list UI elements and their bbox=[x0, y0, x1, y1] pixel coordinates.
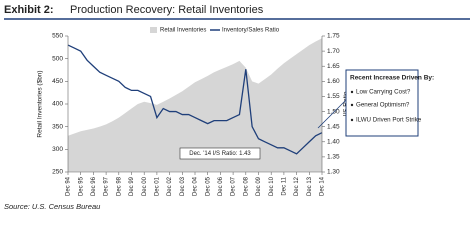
x-tick-label: Dec 02 bbox=[167, 176, 173, 196]
legend-label: Inventory/Sales Ratio bbox=[222, 28, 280, 34]
bullet bbox=[350, 118, 354, 122]
callout-title: Recent Increase Driven By: bbox=[350, 75, 434, 82]
x-tick-label: Dec 11 bbox=[281, 176, 287, 195]
callout-box bbox=[345, 69, 419, 137]
x-tick-label: Dec 03 bbox=[180, 176, 186, 196]
x-tick-label: Dec 95 bbox=[78, 176, 84, 196]
x-tick-label: Dec 06 bbox=[218, 176, 224, 196]
y-axis-label: Retail Inventories ($bn) bbox=[37, 70, 44, 137]
x-tick-label: Dec 97 bbox=[104, 176, 110, 196]
callout-item: ILWU Driven Port Strike bbox=[356, 117, 422, 124]
legend-label: Retail Inventories bbox=[160, 28, 206, 34]
x-tick-label: Dec 08 bbox=[243, 176, 249, 196]
annotation-box bbox=[179, 147, 261, 160]
annotation: Dec. '14 I/S Ratio: 1.43 bbox=[189, 151, 251, 157]
source: Source: U.S. Census Bureau bbox=[4, 202, 101, 211]
y-tick-label: 300 bbox=[52, 146, 63, 153]
y2-tick-label: 1.75 bbox=[327, 33, 340, 40]
x-tick-label: Dec 94 bbox=[66, 176, 72, 196]
bullet bbox=[350, 90, 354, 94]
x-tick-label: Dec 00 bbox=[142, 176, 148, 196]
y-tick-label: 350 bbox=[52, 123, 63, 130]
callout-pointer bbox=[317, 99, 347, 129]
x-tick-label: Dec 07 bbox=[231, 176, 237, 196]
y2-tick-label: 1.45 bbox=[327, 123, 340, 130]
y2-tick-label: 1.35 bbox=[327, 154, 340, 161]
y2-tick-label: 1.50 bbox=[327, 108, 340, 115]
y2-tick-label: 1.65 bbox=[327, 63, 340, 70]
y2-tick-label: 1.40 bbox=[327, 138, 340, 145]
callout-item: Low Carrying Cost? bbox=[356, 89, 411, 96]
x-tick-label: Dec 13 bbox=[307, 176, 313, 196]
y-tick-label: 500 bbox=[52, 55, 63, 62]
chart: Exhibit 2: Production Recovery: Retail I… bbox=[4, 4, 470, 211]
x-tick-label: Dec 14 bbox=[320, 176, 326, 196]
x-tick-label: Dec 09 bbox=[256, 176, 262, 196]
y-tick-label: 450 bbox=[52, 78, 63, 85]
x-tick-label: Dec 99 bbox=[129, 176, 135, 196]
chart-title: Exhibit 2: bbox=[4, 4, 54, 16]
x-tick-label: Dec 05 bbox=[205, 176, 211, 196]
x-tick-label: Dec 04 bbox=[193, 176, 199, 196]
x-tick-label: Dec 96 bbox=[91, 176, 97, 196]
x-tick-label: Dec 10 bbox=[269, 176, 275, 196]
y2-tick-label: 1.30 bbox=[327, 169, 340, 176]
chart-subtitle: Production Recovery: Retail Inventories bbox=[70, 4, 264, 16]
y2-tick-label: 1.60 bbox=[327, 78, 340, 85]
y2-tick-label: 1.55 bbox=[327, 93, 340, 100]
bullet bbox=[350, 103, 354, 107]
y2-tick-label: 1.70 bbox=[327, 48, 340, 55]
callout-item: General Optimism? bbox=[356, 102, 410, 109]
x-tick-label: Dec 01 bbox=[154, 176, 160, 196]
y-tick-label: 250 bbox=[52, 169, 63, 176]
x-tick-label: Dec 98 bbox=[116, 176, 122, 196]
y-tick-label: 550 bbox=[52, 33, 63, 40]
line bbox=[67, 44, 323, 155]
x-tick-label: Dec 12 bbox=[294, 176, 300, 196]
page: {"chart_data": {"type": "area-line", "ti… bbox=[4, 3, 470, 211]
legend-swatch bbox=[150, 27, 157, 33]
y-tick-label: 400 bbox=[52, 101, 63, 108]
